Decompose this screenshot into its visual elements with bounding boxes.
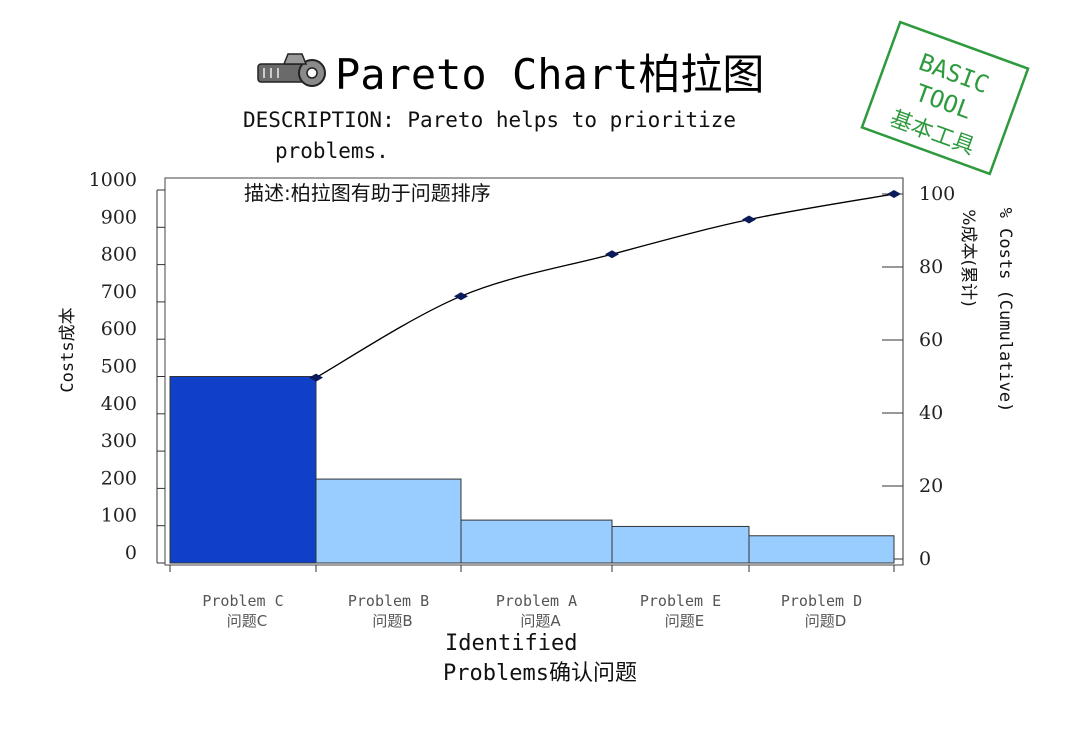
bar-problem-d bbox=[748, 535, 895, 564]
wrench-icon bbox=[257, 53, 326, 87]
y2-tick-label: 80 bbox=[919, 256, 943, 278]
y2-tick-label: 40 bbox=[919, 402, 943, 424]
bar-problem-b bbox=[315, 478, 462, 564]
category-labels: Problem C 问题C Problem B 问题B Problem A 问题A Prob… bbox=[169, 565, 895, 630]
bar-problem-a bbox=[460, 519, 613, 564]
category-label-cn: 问题D bbox=[805, 612, 847, 630]
y2-axis-title-line-2: %成本(累计) bbox=[958, 209, 978, 306]
y-tick-label: 0 bbox=[125, 542, 137, 564]
description-line-1: DESCRIPTION: Pareto helps to prioritize bbox=[243, 108, 736, 132]
category-label: Problem D bbox=[781, 592, 862, 610]
y-tick-label: 200 bbox=[101, 467, 137, 489]
category-label: Problem E bbox=[640, 592, 721, 610]
y-tick-label: 500 bbox=[101, 356, 137, 378]
category-label-cn: 问题E bbox=[665, 612, 704, 630]
right-axis: 0 20 40 60 80 100 bbox=[882, 178, 955, 570]
y-axis-title: Costs成本 bbox=[58, 307, 78, 392]
x-axis-title-line-1: Identified bbox=[445, 631, 577, 656]
y2-axis-title-line-1: % Costs (Cumulative) bbox=[995, 208, 1015, 413]
cumulative-point bbox=[309, 373, 323, 382]
cumulative-point bbox=[742, 215, 756, 224]
category-label-cn: 问题A bbox=[520, 612, 561, 630]
x-axis-title-line-2: Problems确认问题 bbox=[443, 661, 637, 686]
y-tick-label: 600 bbox=[101, 318, 137, 340]
cumulative-curve-group bbox=[309, 190, 901, 382]
category-label: Problem C bbox=[202, 592, 283, 610]
y-tick-label: 900 bbox=[101, 206, 137, 228]
bars-group bbox=[169, 376, 895, 564]
y-tick-label: 1000 bbox=[89, 169, 137, 191]
description-cn: 描述:柏拉图有助于问题排序 bbox=[244, 181, 491, 205]
category-label-cn: 问题B bbox=[372, 612, 412, 630]
left-axis: 0 100 200 300 400 500 600 700 800 900 1000 bbox=[89, 169, 165, 564]
category-label: Problem A bbox=[496, 592, 577, 610]
category-label: Problem B bbox=[348, 592, 429, 610]
chart-title: Pareto Chart柏拉图 bbox=[335, 50, 764, 99]
cumulative-point bbox=[887, 190, 901, 198]
cumulative-point bbox=[605, 250, 619, 259]
y-tick-label: 400 bbox=[101, 393, 137, 415]
y-tick-label: 300 bbox=[101, 430, 137, 452]
y2-tick-label: 20 bbox=[919, 475, 943, 497]
basic-tool-stamp: BASIC TOOL 基本工具 bbox=[860, 20, 1030, 176]
cumulative-point bbox=[454, 292, 468, 301]
y-tick-label: 800 bbox=[101, 244, 137, 266]
y-tick-label: 100 bbox=[101, 505, 137, 527]
y2-tick-label: 100 bbox=[919, 183, 955, 205]
y2-tick-label: 60 bbox=[919, 329, 943, 351]
y2-tick-label: 0 bbox=[919, 548, 931, 570]
description-line-2: problems. bbox=[275, 139, 389, 163]
bar-problem-e bbox=[611, 525, 750, 564]
y-tick-label: 700 bbox=[101, 281, 137, 303]
bar-problem-c bbox=[169, 376, 317, 564]
category-label-cn: 问题C bbox=[227, 612, 267, 630]
cumulative-line bbox=[315, 193, 895, 379]
